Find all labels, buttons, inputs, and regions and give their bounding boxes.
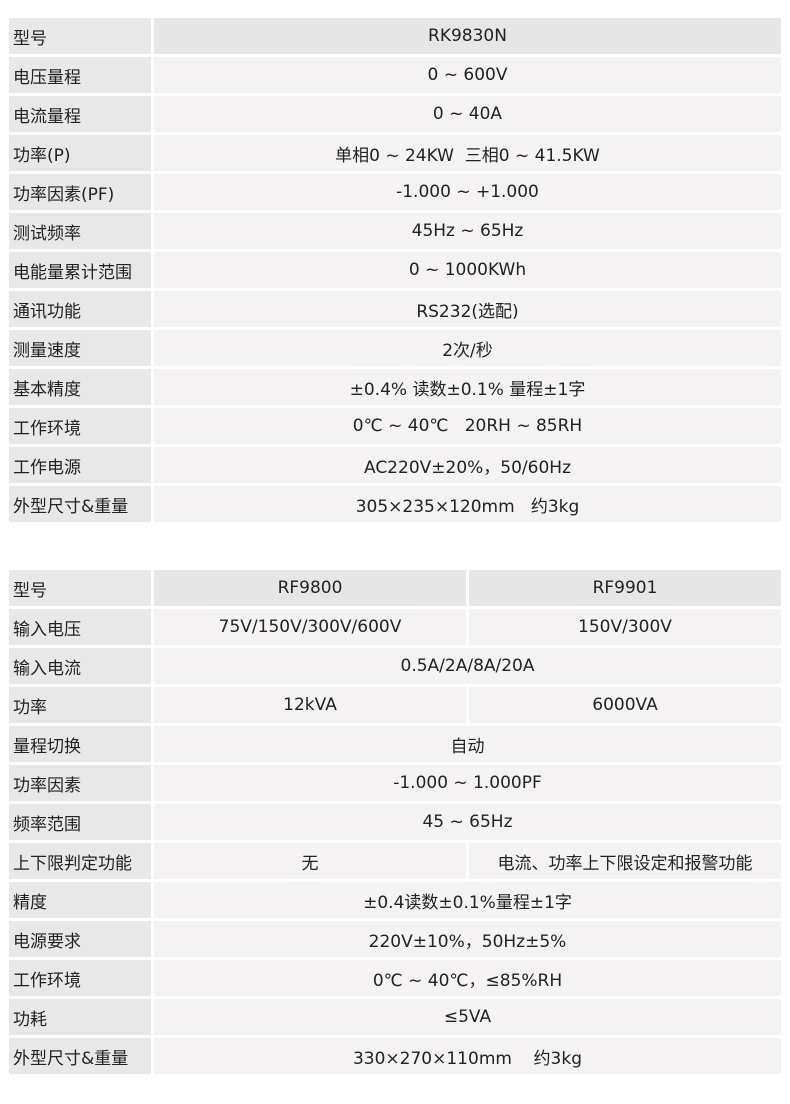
table-row: 电流量程 0 ~ 40A (9, 96, 781, 132)
row-label: 功率(P) (9, 135, 151, 171)
row-value: 自动 (154, 726, 781, 762)
table-row: 型号 RK9830N (9, 18, 781, 54)
table-row: 功耗 ≤5VA (9, 999, 781, 1035)
table-row: 输入电压 75V/150V/300V/600V 150V/300V (9, 609, 781, 645)
row-value: 0.5A/2A/8A/20A (154, 648, 781, 684)
table-row: 外型尺寸&重量 305×235×120mm 约3kg (9, 486, 781, 522)
row-value: 305×235×120mm 约3kg (154, 486, 781, 522)
table-row: 测量速度 2次/秒 (9, 330, 781, 366)
table-row: 功率(P) 单相0 ~ 24KW 三相0 ~ 41.5KW (9, 135, 781, 171)
row-label: 工作电源 (9, 447, 151, 483)
row-label: 外型尺寸&重量 (9, 1038, 151, 1074)
table-row: 功率因素(PF) -1.000 ~ +1.000 (9, 174, 781, 210)
table-row: 测试频率 45Hz ~ 65Hz (9, 213, 781, 249)
row-value: 0 ~ 1000KWh (154, 252, 781, 288)
row-value: RK9830N (154, 18, 781, 54)
table-row: 型号 RF9800 RF9901 (9, 570, 781, 606)
row-label: 频率范围 (9, 804, 151, 840)
row-value: 45 ~ 65Hz (154, 804, 781, 840)
table-row: 精度 ±0.4读数±0.1%量程±1字 (9, 882, 781, 918)
row-label: 型号 (9, 570, 151, 606)
row-label: 电能量累计范围 (9, 252, 151, 288)
row-value: 2次/秒 (154, 330, 781, 366)
table-row: 频率范围 45 ~ 65Hz (9, 804, 781, 840)
row-value-rf9800: 12kVA (154, 687, 466, 723)
row-value: ≤5VA (154, 999, 781, 1035)
table-row: 电压量程 0 ~ 600V (9, 57, 781, 93)
row-label: 输入电压 (9, 609, 151, 645)
table-row: 基本精度 ±0.4% 读数±0.1% 量程±1字 (9, 369, 781, 405)
row-label: 工作环境 (9, 408, 151, 444)
table-row: 电能量累计范围 0 ~ 1000KWh (9, 252, 781, 288)
table-row: 功率 12kVA 6000VA (9, 687, 781, 723)
row-label: 量程切换 (9, 726, 151, 762)
row-value: AC220V±20%，50/60Hz (154, 447, 781, 483)
table-row: 外型尺寸&重量 330×270×110mm 约3kg (9, 1038, 781, 1074)
table-row: 工作电源 AC220V±20%，50/60Hz (9, 447, 781, 483)
row-value: ±0.4读数±0.1%量程±1字 (154, 882, 781, 918)
row-value: ±0.4% 读数±0.1% 量程±1字 (154, 369, 781, 405)
row-label: 精度 (9, 882, 151, 918)
row-label: 电源要求 (9, 921, 151, 957)
row-label: 输入电流 (9, 648, 151, 684)
row-label: 电压量程 (9, 57, 151, 93)
row-label: 基本精度 (9, 369, 151, 405)
table-row: 通讯功能 RS232(选配) (9, 291, 781, 327)
row-label: 工作环境 (9, 960, 151, 996)
row-label: 功率因素 (9, 765, 151, 801)
row-value: RS232(选配) (154, 291, 781, 327)
row-label: 功耗 (9, 999, 151, 1035)
table-row: 输入电流 0.5A/2A/8A/20A (9, 648, 781, 684)
row-label: 外型尺寸&重量 (9, 486, 151, 522)
row-value: -1.000 ~ +1.000 (154, 174, 781, 210)
row-value: 220V±10%，50Hz±5% (154, 921, 781, 957)
row-value: -1.000 ~ 1.000PF (154, 765, 781, 801)
row-value-rf9901: RF9901 (469, 570, 781, 606)
row-value-rf9800: 无 (154, 843, 466, 879)
spec-table-rf9800-rf9901: 型号 RF9800 RF9901 输入电压 75V/150V/300V/600V 150V… (6, 567, 784, 1077)
spec-table-rk9830n: 型号 RK9830N 电压量程 0 ~ 600V 电流量程 0 ~ 40A 功率(P)… (6, 15, 784, 525)
row-label: 通讯功能 (9, 291, 151, 327)
row-value: 0 ~ 40A (154, 96, 781, 132)
table-row: 工作环境 0℃ ~ 40℃，≤85%RH (9, 960, 781, 996)
row-value: 45Hz ~ 65Hz (154, 213, 781, 249)
table-row: 电源要求 220V±10%，50Hz±5% (9, 921, 781, 957)
row-label: 型号 (9, 18, 151, 54)
table-row: 量程切换 自动 (9, 726, 781, 762)
row-value-rf9800: 75V/150V/300V/600V (154, 609, 466, 645)
row-value: 0 ~ 600V (154, 57, 781, 93)
row-value: 单相0 ~ 24KW 三相0 ~ 41.5KW (154, 135, 781, 171)
row-value: 0℃ ~ 40℃，≤85%RH (154, 960, 781, 996)
row-value-rf9901: 6000VA (469, 687, 781, 723)
row-value-rf9901: 电流、功率上下限设定和报警功能 (469, 843, 781, 879)
row-label: 上下限判定功能 (9, 843, 151, 879)
table-row: 工作环境 0℃ ~ 40℃ 20RH ~ 85RH (9, 408, 781, 444)
row-label: 电流量程 (9, 96, 151, 132)
table-row: 功率因素 -1.000 ~ 1.000PF (9, 765, 781, 801)
row-value: 330×270×110mm 约3kg (154, 1038, 781, 1074)
row-label: 功率因素(PF) (9, 174, 151, 210)
table-row: 上下限判定功能无电流、功率上下限设定和报警功能 (9, 843, 781, 879)
row-value-rf9901: 150V/300V (469, 609, 781, 645)
row-value: 0℃ ~ 40℃ 20RH ~ 85RH (154, 408, 781, 444)
row-value-rf9800: RF9800 (154, 570, 466, 606)
row-label: 测试频率 (9, 213, 151, 249)
row-label: 功率 (9, 687, 151, 723)
row-label: 测量速度 (9, 330, 151, 366)
